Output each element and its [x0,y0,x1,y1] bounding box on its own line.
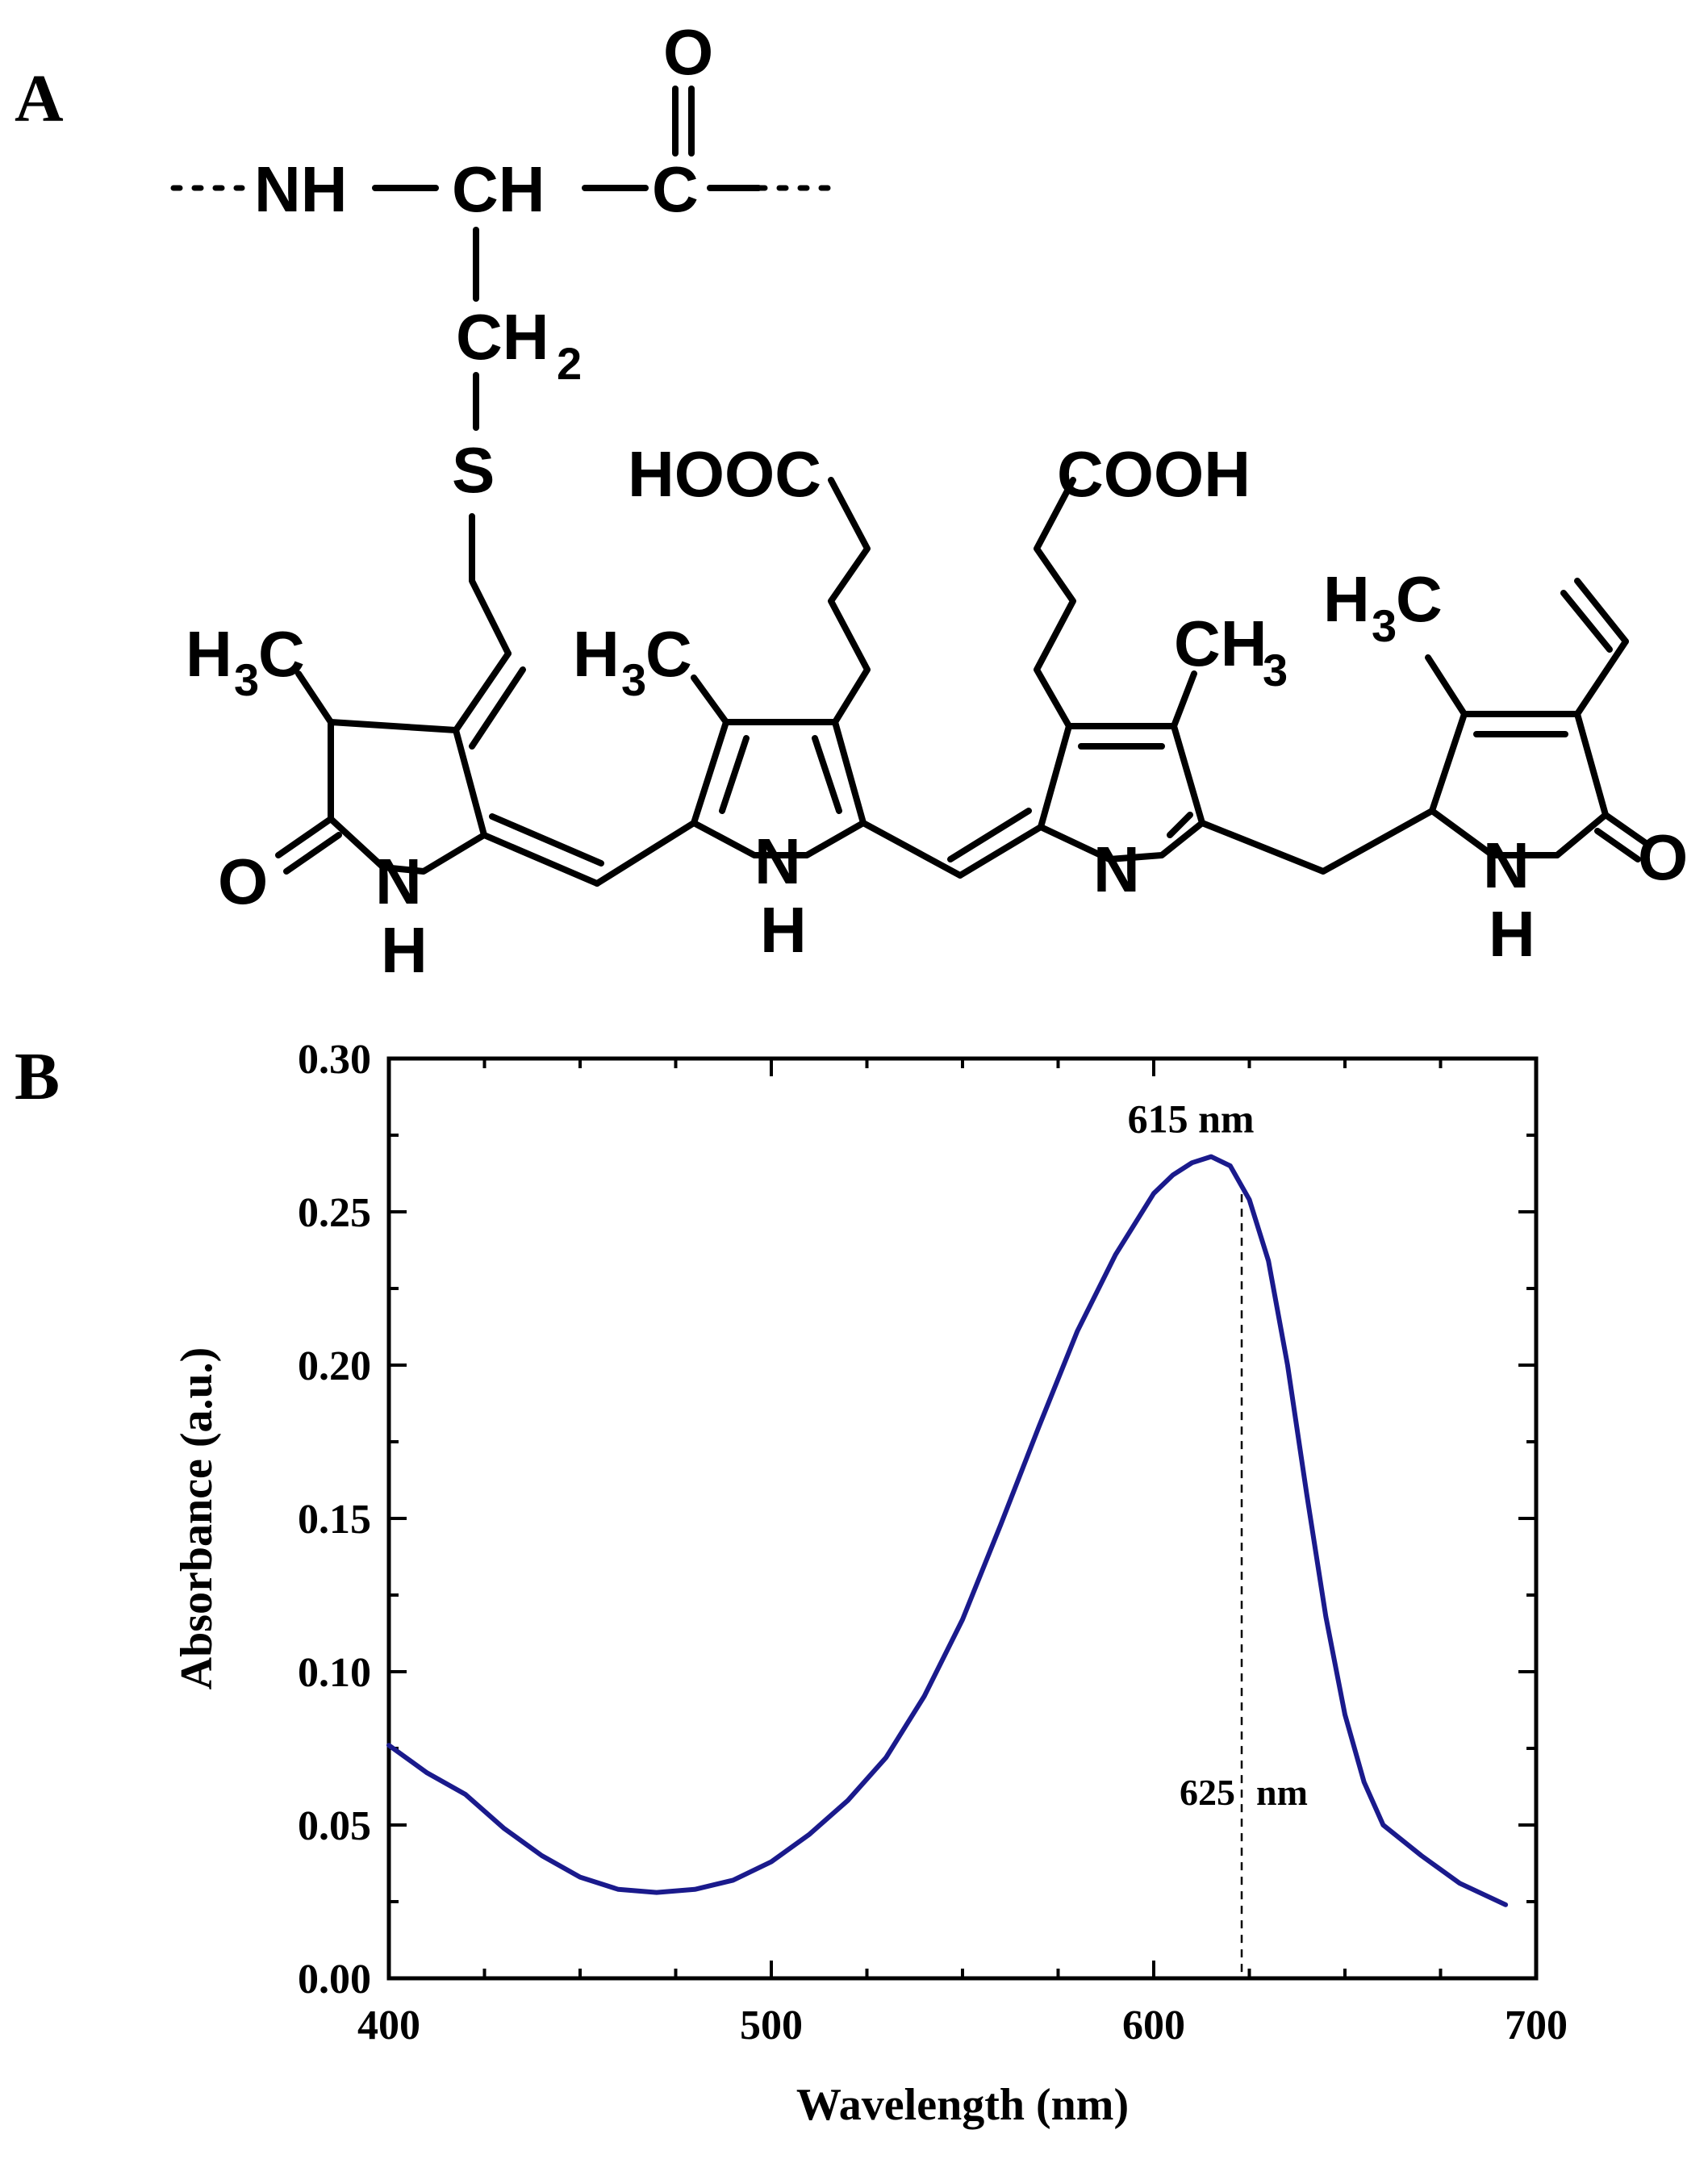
y-tick-label: 0.30 [298,1037,371,1083]
x-tick-label: 400 [357,2003,420,2048]
nh-b-n: N [754,825,801,897]
ch-backbone-label: CH [452,153,545,225]
bond-ring-d-ch3 [1425,654,1468,717]
absorbance-chart: 400 500 600 700 0.00 0.05 0.10 0.15 0.20 0.25 0.30… [172,1037,1568,2130]
ring-d-co-2 [1594,828,1641,862]
ring-a-exo-double-2 [469,666,526,750]
panel-a-label: A [15,61,64,136]
methylene-cd [1199,808,1435,875]
nh-a-n: N [375,846,422,917]
ring-b-propionate [828,477,871,725]
h3c-1-sub: 3 [234,654,259,705]
ring-c-inner-2 [1167,812,1193,838]
methine-ab-double-1 [481,832,600,887]
ring-b-inner-2 [812,735,842,814]
nh-d-n: N [1483,829,1530,901]
ch2-subscript: 2 [557,338,582,389]
hooc-label: HOOC [628,438,821,510]
y-axis-title: Absorbance (a.u.) [172,1347,222,1690]
vinyl-single [1574,638,1629,717]
y-tick-label: 0.00 [298,1957,371,2003]
bond-ring-c-ch3 [1171,670,1197,729]
ring-d-co-1 [1602,812,1649,846]
s-label: S [452,434,495,506]
o-right-label: O [1638,821,1688,893]
x-tick-label: 500 [740,2003,803,2048]
h3c-2-h: H [573,618,620,690]
y-tick-label: 0.25 [298,1190,371,1236]
x-axis-title: Wavelength (nm) [796,2080,1129,2130]
h3c-4-sub: 3 [1372,600,1397,651]
h3c-1-h: H [186,618,232,690]
y-tick-label: 0.10 [298,1650,371,1696]
nh-a-h: H [381,914,428,986]
o-left-label: O [218,846,268,917]
methine-bc-single [860,820,963,879]
vinyl-double-1 [1574,578,1629,645]
ch3-3-ch: CH [1174,608,1267,679]
h3c-4-c: C [1396,563,1443,635]
x-tick-label: 700 [1505,2003,1568,2048]
nh-b-h: H [760,894,807,966]
c-carbonyl-label: C [652,153,699,225]
ring-b-inner-1 [719,735,750,814]
bond-ring-b-ch3 [691,674,729,725]
bond-s-ring [469,513,512,657]
bond-ring-a-ch3 [295,670,334,725]
cooh-label: COOH [1057,438,1251,510]
y-tick-label: 0.15 [298,1497,371,1543]
panel-b-label: B [15,1039,60,1114]
h3c-1-c: C [258,618,305,690]
y-tick-label: 0.20 [298,1343,371,1389]
absorbance-series-line [386,1154,1509,1907]
peak-label: 615 nm [1128,1096,1255,1142]
ring-c-propionate [1034,477,1076,729]
y-tick-label: 0.05 [298,1803,371,1849]
methine-ab-single [594,820,697,887]
methine-ab-double-2 [489,813,604,867]
ref-value-label: 625 [1180,1772,1235,1813]
plot-frame [386,1056,1539,1981]
n-c-label: N [1093,833,1140,905]
h3c-4-h: H [1323,563,1370,635]
ring-a-exo-double-1 [453,650,512,733]
methine-bc-double-1 [957,824,1044,879]
methine-bc-double-2 [947,808,1032,862]
ch3-3-sub: 3 [1263,645,1288,695]
ch2-label: CH [456,301,549,373]
ring-a-co-1 [275,816,334,858]
nh-backbone-label: NH [254,153,348,225]
axis-ticks [387,1057,1538,1980]
x-tick-label: 600 [1122,2003,1185,2048]
ref-unit-label: nm [1256,1772,1308,1813]
ring-a-co-2 [283,832,342,875]
axis-tick-labels: 400 500 600 700 0.00 0.05 0.10 0.15 0.20 0.25 0.30 [298,1037,1568,2048]
vinyl-double-2 [1560,590,1613,653]
nh-d-h: H [1489,898,1535,970]
h3c-2-c: C [645,618,692,690]
chemical-structure: NH CH C O CH 2 S H 3 C O N H [170,16,1688,986]
o-carbonyl-label: O [663,16,713,88]
h3c-2-sub: 3 [621,654,646,705]
